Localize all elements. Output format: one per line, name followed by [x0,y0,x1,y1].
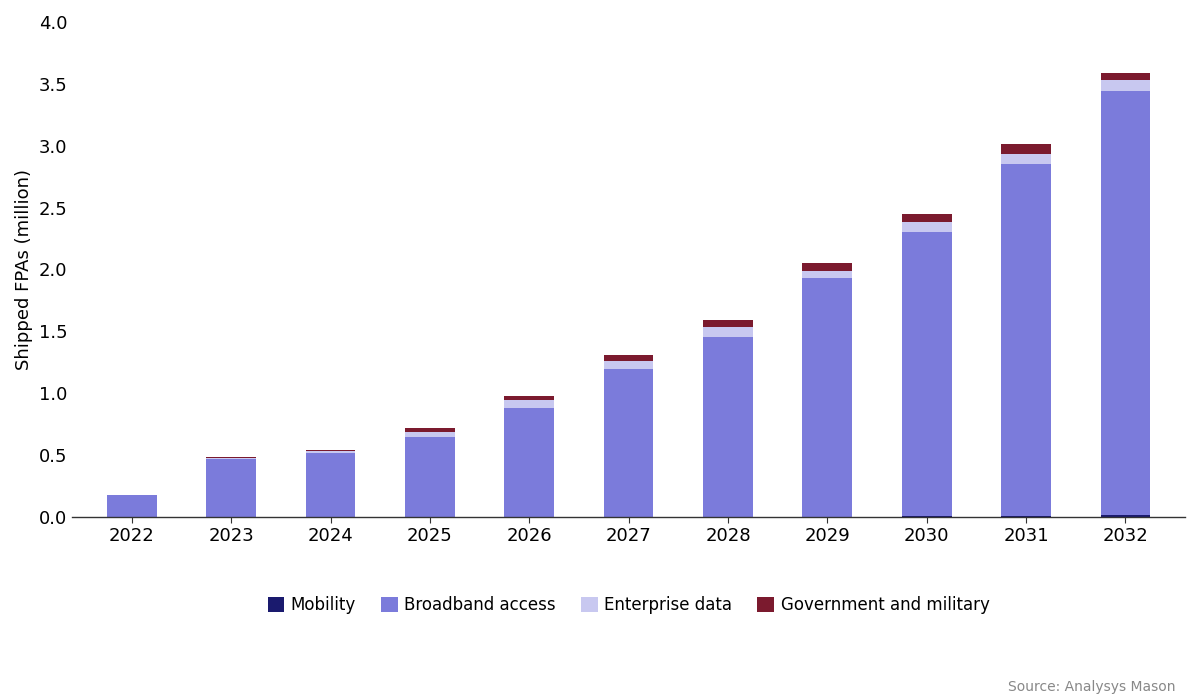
Bar [902,214,952,222]
Bar [1100,91,1151,515]
Bar [1100,515,1151,516]
Bar [604,355,654,361]
Bar [1100,72,1151,80]
Bar [504,400,554,408]
Bar [604,361,654,369]
Bar [306,452,355,453]
Bar [206,458,256,459]
Bar [406,429,455,432]
Bar [1001,164,1051,516]
Bar [803,263,852,270]
Legend: Mobility, Broadband access, Enterprise data, Government and military: Mobility, Broadband access, Enterprise d… [260,590,996,621]
Bar [703,320,752,328]
Bar [803,270,852,278]
Bar [504,408,554,516]
Bar [902,231,952,516]
Bar [504,396,554,400]
Bar [902,222,952,231]
Bar [206,457,256,458]
Bar [1100,80,1151,91]
Bar [306,453,355,516]
Bar [803,278,852,516]
Bar [1001,144,1051,154]
Bar [406,432,455,437]
Bar [1001,154,1051,164]
Bar [703,337,752,516]
Bar [206,459,256,516]
Y-axis label: Shipped FPAs (million): Shipped FPAs (million) [16,169,34,370]
Bar [703,328,752,337]
Text: Source: Analysys Mason: Source: Analysys Mason [1008,680,1176,694]
Bar [107,495,157,516]
Bar [306,450,355,452]
Bar [406,437,455,516]
Bar [604,369,654,516]
